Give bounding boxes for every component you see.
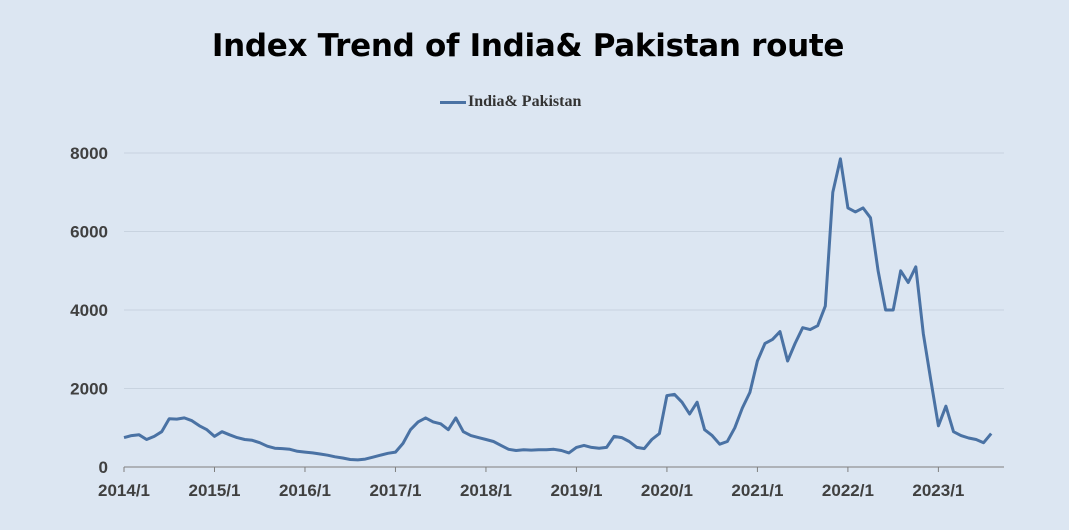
x-tick-label: 2019/1 <box>550 481 602 500</box>
x-tick-label: 2020/1 <box>641 481 693 500</box>
legend-swatch <box>440 100 466 104</box>
y-tick-label: 8000 <box>70 144 108 163</box>
gridlines <box>124 152 1004 389</box>
y-tick-label: 0 <box>99 458 108 477</box>
y-tick-label: 2000 <box>70 380 108 399</box>
x-axis: 2014/1 2015/1 2016/1 2017/1 2018/1 2019/1 2020… <box>98 466 1004 500</box>
x-tick-label: 2022/1 <box>822 481 874 500</box>
x-tick-label: 2018/1 <box>460 481 512 500</box>
x-tick-label: 2021/1 <box>731 481 783 500</box>
x-tick-label: 2015/1 <box>188 481 240 500</box>
chart-title: Index Trend of India& Pakistan route <box>211 28 845 64</box>
y-tick-label: 6000 <box>70 223 108 242</box>
legend-label: India& Pakistan <box>468 93 582 110</box>
series-line <box>123 157 993 462</box>
x-tick-label: 2016/1 <box>279 481 331 500</box>
y-axis-ticks: 0 2000 4000 6000 8000 <box>70 144 108 477</box>
legend: India& Pakistan <box>440 93 581 111</box>
x-tick-label: 2014/1 <box>98 481 150 500</box>
series-group <box>123 157 993 462</box>
y-tick-label: 4000 <box>70 301 108 320</box>
x-tick-label: 2017/1 <box>369 481 421 500</box>
x-tick-label: 2023/1 <box>912 481 964 500</box>
